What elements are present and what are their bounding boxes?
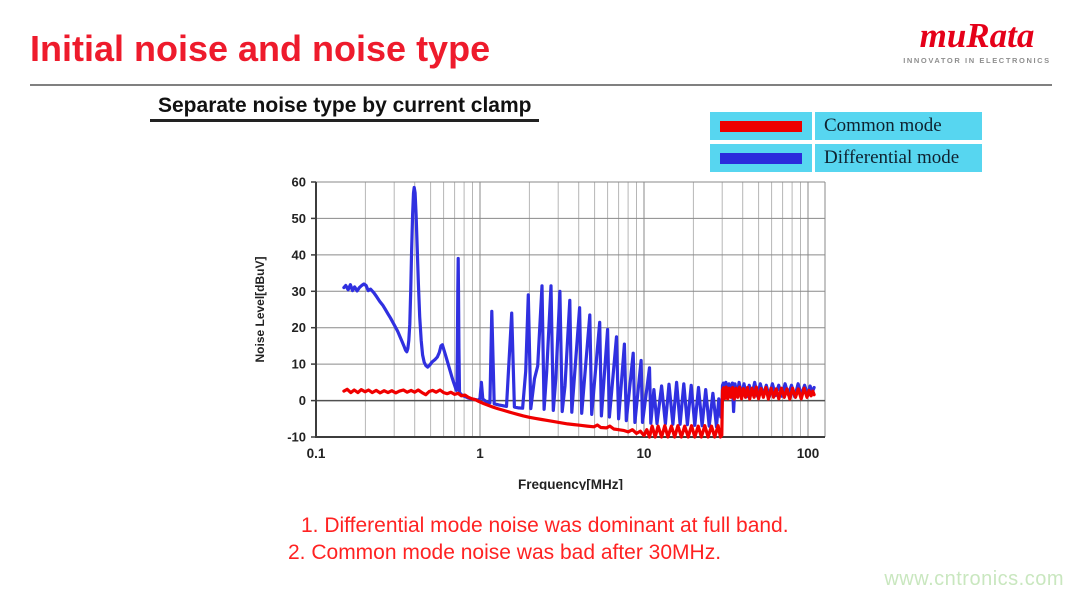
trace-differential-mode (342, 185, 816, 429)
y-tick-label: 50 (292, 211, 306, 226)
x-tick-label: 10 (636, 446, 651, 461)
watermark-text: www.cntronics.com (884, 568, 1064, 590)
x-tick-label: 100 (797, 446, 820, 461)
legend-row-common-mode: Common mode (710, 112, 982, 140)
legend-label-common-mode: Common mode (815, 112, 982, 140)
y-tick-label: -10 (287, 430, 306, 445)
x-tick-label: 1 (476, 446, 484, 461)
legend-swatch-cell (710, 112, 812, 140)
y-tick-label: 10 (292, 357, 306, 372)
note-line-1: 1. Differential mode noise was dominant … (301, 514, 789, 537)
y-axis-title: Noise Level[dBuV] (253, 256, 267, 362)
y-tick-label: 60 (292, 175, 306, 190)
legend-label-differential-mode: Differential mode (815, 144, 982, 172)
murata-logo-tagline: INNOVATOR IN ELECTRONICS (903, 56, 1051, 65)
legend-row-differential-mode: Differential mode (710, 144, 982, 172)
chart-subtitle: Separate noise type by current clamp (150, 94, 540, 122)
conclusion-notes: 1. Differential mode noise was dominant … (288, 512, 789, 566)
noise-chart: 60 50 40 30 20 10 0 -10 0.1 1 10 100 Frequency[MHz] N… (240, 168, 860, 492)
y-tick-label: 30 (292, 284, 306, 299)
note-line-2: 2. Common mode noise was bad after 30MHz… (288, 541, 722, 564)
chart-legend: Common mode Differential mode (710, 112, 982, 172)
legend-swatch-cell (710, 144, 812, 172)
differential-mode-swatch (720, 152, 802, 164)
y-tick-label: 40 (292, 247, 306, 262)
murata-logo: muRata INNOVATOR IN ELECTRONICS (892, 18, 1062, 65)
y-tick-label: 0 (299, 393, 306, 408)
page-title: Initial noise and noise type (30, 28, 491, 69)
x-tick-label: 0.1 (307, 446, 326, 461)
y-tick-label: 20 (292, 320, 306, 335)
x-axis-title: Frequency[MHz] (518, 477, 623, 490)
murata-logo-text: muRata (919, 16, 1035, 55)
trace-common-mode (342, 385, 816, 439)
common-mode-swatch (720, 120, 802, 132)
title-divider (30, 84, 1052, 86)
